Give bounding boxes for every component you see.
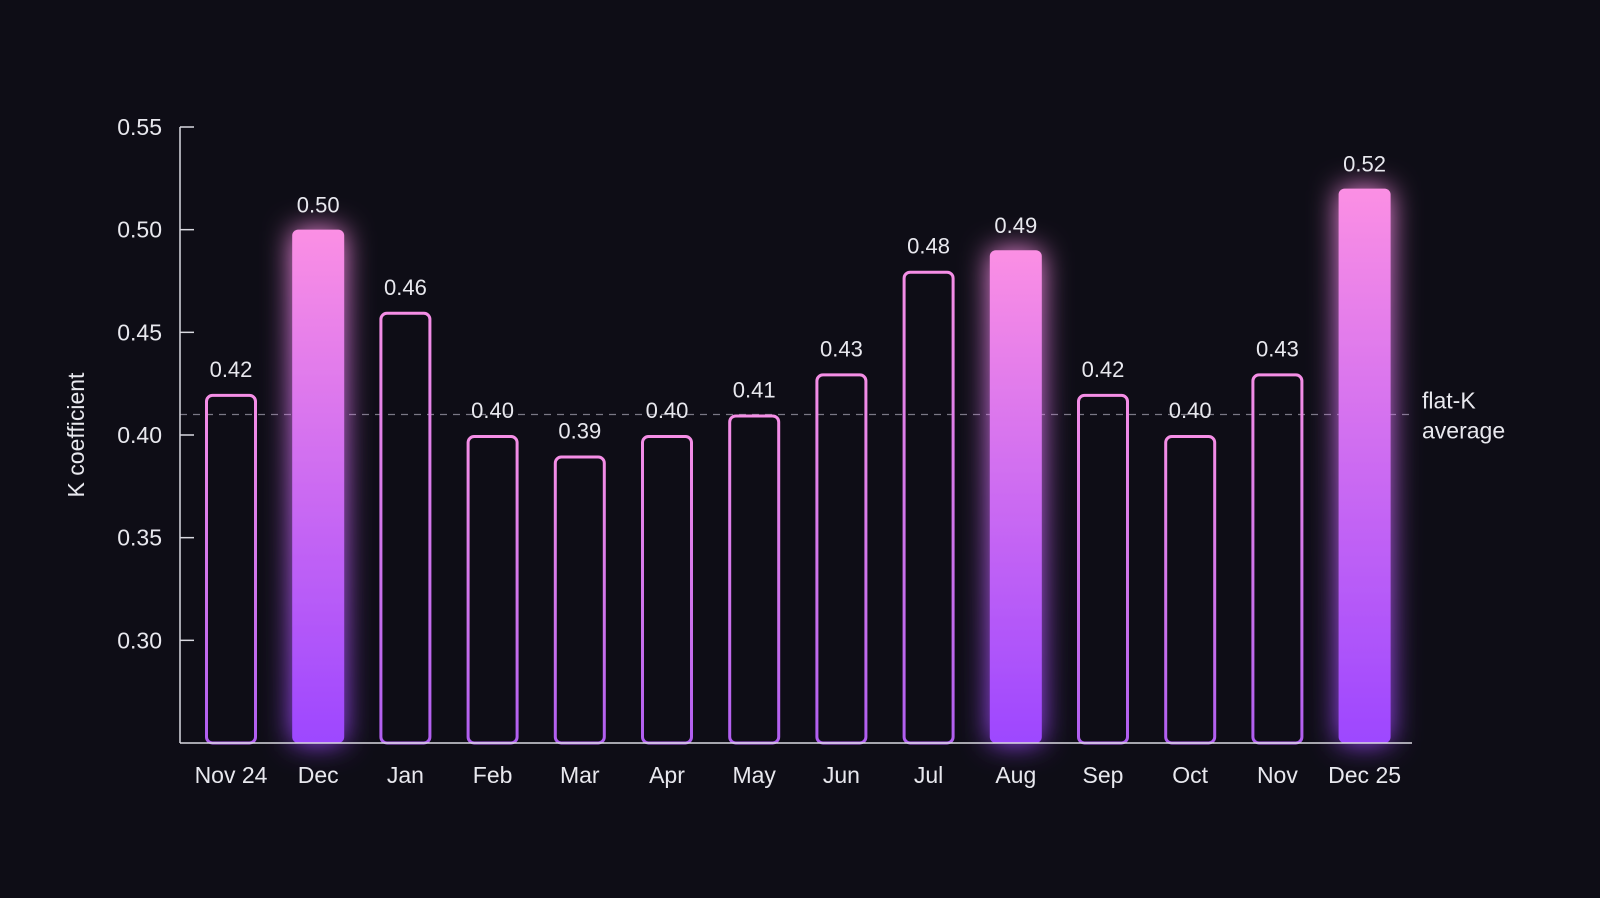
y-tick-label: 0.40 [117,422,162,448]
y-tick-label: 0.55 [117,114,162,140]
x-tick-label: Mar [560,762,600,788]
x-tick-label: Sep [1083,762,1124,788]
bar-value-label: 0.52 [1343,152,1386,177]
bar-highlighted [1338,188,1391,744]
bar-value-label: 0.48 [907,234,950,259]
bar-outline [1251,373,1304,745]
bar-value-label: 0.49 [994,213,1037,238]
bar-value-label: 0.40 [471,398,514,423]
bar-outline [1164,435,1217,745]
x-tick-label: Jan [387,762,424,788]
x-tick-label: May [732,762,776,788]
bar-value-label: 0.50 [297,193,340,218]
bar-outline [553,455,606,745]
bars-layer [205,188,1391,745]
bar-value-label: 0.41 [733,377,776,402]
reference-line-layer: flat-K average [180,387,1505,443]
x-tick-label: Jul [914,762,943,788]
bar-outline [815,373,868,745]
x-tick-label: Nov 24 [195,762,268,788]
y-tick-label: 0.30 [117,627,162,653]
y-tick-label: 0.35 [117,525,162,551]
x-tick-label: Apr [649,762,685,788]
bar-outline [902,270,955,745]
bar-value-label: 0.46 [384,275,427,300]
bar-highlighted [292,229,345,743]
bar-outline [728,414,781,745]
reference-line-label: flat-K [1422,387,1476,413]
bar-outline [205,393,257,745]
y-tick-label: 0.50 [117,217,162,243]
bar-outline [641,435,693,745]
x-tick-label: Feb [473,762,513,788]
bar-highlighted [989,250,1042,743]
bar-outline [1077,393,1129,745]
axes-layer [179,126,1412,744]
bar-value-label: 0.42 [1082,357,1125,382]
reference-line-label: average [1422,417,1505,443]
y-tick-label: 0.45 [117,319,162,345]
x-tick-label: Dec [298,762,339,788]
bar-value-label: 0.43 [820,336,863,361]
x-tick-label: Dec 25 [1328,762,1401,788]
y-axis-title: K coefficient [63,372,89,497]
x-tick-label: Aug [995,762,1036,788]
bar-value-label: 0.42 [210,357,253,382]
bar-value-label: 0.39 [558,419,601,444]
bar-outline [466,435,519,745]
bar-value-label: 0.40 [1169,398,1212,423]
x-tick-label: Jun [823,762,860,788]
x-tick-label: Oct [1172,762,1208,788]
x-tick-label: Nov [1257,762,1298,788]
labels-layer: 0.42 Nov 24 0.50 Dec 0.46 Jan 0.40 Feb 0.39 Mar 0.… [117,114,1401,788]
bar-outline [379,311,432,745]
bar-value-label: 0.40 [646,398,689,423]
bar-value-label: 0.43 [1256,336,1299,361]
